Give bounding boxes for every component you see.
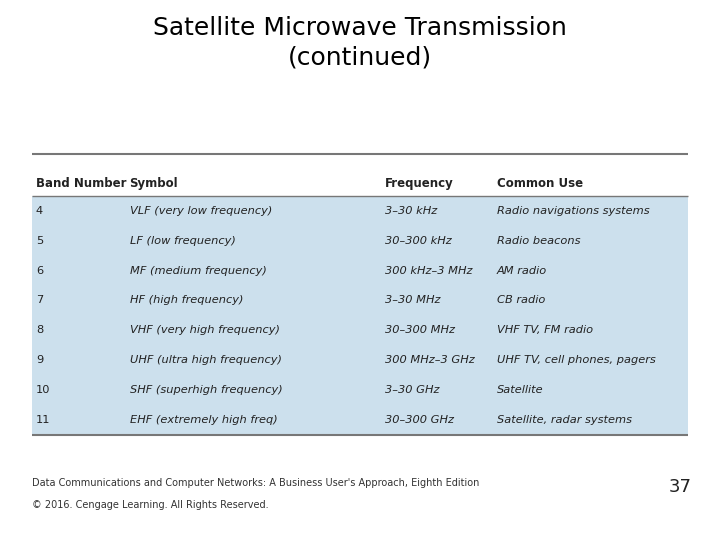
Text: Satellite: Satellite — [497, 385, 544, 395]
Text: 8: 8 — [36, 325, 43, 335]
Text: 30–300 kHz: 30–300 kHz — [385, 236, 452, 246]
Text: 6: 6 — [36, 266, 43, 275]
Text: 9: 9 — [36, 355, 43, 365]
Bar — [32, 286, 688, 315]
Bar — [32, 196, 688, 226]
Bar — [32, 405, 688, 435]
Text: LF (low frequency): LF (low frequency) — [130, 236, 235, 246]
Text: Data Communications and Computer Networks: A Business User's Approach, Eighth Ed: Data Communications and Computer Network… — [32, 478, 480, 488]
Bar — [32, 170, 688, 196]
Text: EHF (extremely high freq): EHF (extremely high freq) — [130, 415, 277, 425]
Text: © 2016. Cengage Learning. All Rights Reserved.: © 2016. Cengage Learning. All Rights Res… — [32, 500, 269, 510]
Text: MF (medium frequency): MF (medium frequency) — [130, 266, 266, 275]
Text: 10: 10 — [36, 385, 50, 395]
Text: 37: 37 — [668, 478, 691, 496]
Text: VHF (very high frequency): VHF (very high frequency) — [130, 325, 279, 335]
Text: Frequency: Frequency — [385, 177, 454, 190]
Bar — [32, 226, 688, 255]
Text: UHF TV, cell phones, pagers: UHF TV, cell phones, pagers — [497, 355, 655, 365]
Text: 3–30 MHz: 3–30 MHz — [385, 295, 441, 306]
Text: 4: 4 — [36, 206, 43, 216]
Text: AM radio: AM radio — [497, 266, 547, 275]
Text: 30–300 GHz: 30–300 GHz — [385, 415, 454, 425]
Text: 300 MHz–3 GHz: 300 MHz–3 GHz — [385, 355, 475, 365]
Text: Common Use: Common Use — [497, 177, 583, 190]
Text: 7: 7 — [36, 295, 43, 306]
Text: 5: 5 — [36, 236, 43, 246]
Bar — [32, 255, 688, 286]
Text: Satellite Microwave Transmission
(continued): Satellite Microwave Transmission (contin… — [153, 16, 567, 70]
Text: Symbol: Symbol — [130, 177, 179, 190]
Text: 11: 11 — [36, 415, 50, 425]
Text: 30–300 MHz: 30–300 MHz — [385, 325, 455, 335]
Bar — [32, 375, 688, 405]
Bar — [32, 315, 688, 345]
Text: SHF (superhigh frequency): SHF (superhigh frequency) — [130, 385, 282, 395]
Text: VHF TV, FM radio: VHF TV, FM radio — [497, 325, 593, 335]
Text: Radio beacons: Radio beacons — [497, 236, 580, 246]
Text: 3–30 GHz: 3–30 GHz — [385, 385, 440, 395]
Text: UHF (ultra high frequency): UHF (ultra high frequency) — [130, 355, 282, 365]
Text: Satellite, radar systems: Satellite, radar systems — [497, 415, 632, 425]
Text: 3–30 kHz: 3–30 kHz — [385, 206, 438, 216]
Text: Band Number: Band Number — [36, 177, 127, 190]
Text: VLF (very low frequency): VLF (very low frequency) — [130, 206, 272, 216]
Text: CB radio: CB radio — [497, 295, 545, 306]
Text: HF (high frequency): HF (high frequency) — [130, 295, 243, 306]
Bar — [32, 345, 688, 375]
Text: Radio navigations systems: Radio navigations systems — [497, 206, 649, 216]
Text: 300 kHz–3 MHz: 300 kHz–3 MHz — [385, 266, 473, 275]
